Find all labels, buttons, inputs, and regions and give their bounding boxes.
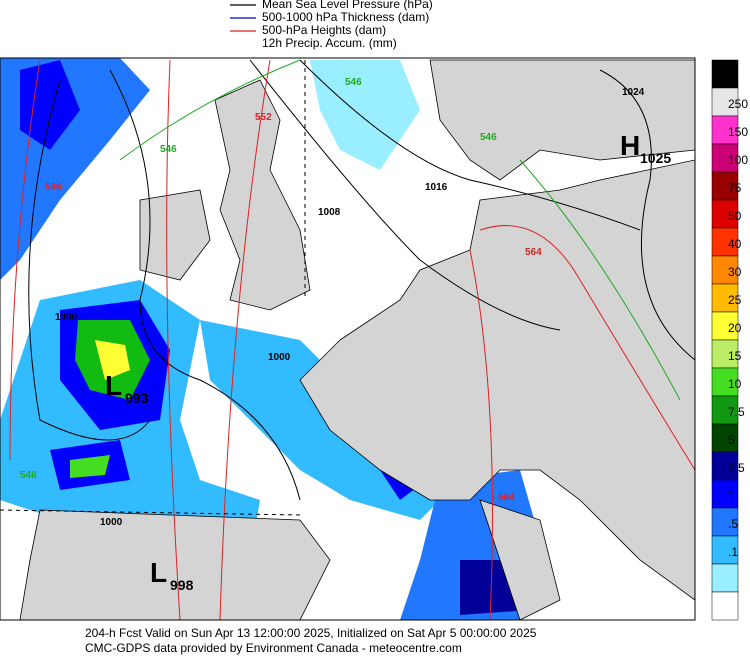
colorbar-label: 150 bbox=[728, 125, 748, 139]
colorbar: 250 150 100 75 50 40 30 25 20 15 10 7.5 5 2.5 1 .5 .1 bbox=[711, 59, 748, 621]
colorbar-swatch bbox=[711, 311, 739, 341]
thickness-label: 546 bbox=[20, 470, 37, 481]
legend-label: Mean Sea Level Pressure (hPa) bbox=[262, 0, 433, 11]
low-letter: L bbox=[150, 557, 167, 588]
precip bbox=[95, 340, 130, 380]
colorbar-swatch bbox=[711, 451, 739, 481]
thickness-label: 546 bbox=[160, 144, 177, 155]
legend-label: 500-hPa Heights (dam) bbox=[262, 23, 386, 37]
isobar-label: 1000 bbox=[100, 517, 123, 528]
low-letter: L bbox=[105, 370, 122, 401]
thickness-label: 546 bbox=[480, 132, 497, 143]
colorbar-label: .1 bbox=[728, 545, 738, 559]
isobar-label: 1000 bbox=[55, 312, 78, 323]
isobar-label: 1016 bbox=[425, 182, 448, 193]
colorbar-label: 5 bbox=[728, 433, 735, 447]
land bbox=[214, 79, 311, 311]
high-value: 1025 bbox=[640, 150, 671, 166]
colorbar-label: 50 bbox=[728, 209, 742, 223]
height-label: 564 bbox=[498, 492, 515, 503]
colorbar-swatch bbox=[711, 59, 739, 89]
colorbar-swatch bbox=[711, 199, 739, 229]
legend-label: 500-1000 hPa Thickness (dam) bbox=[262, 10, 429, 24]
date-line bbox=[0, 509, 301, 516]
footer-line: 204-h Fcst Valid on Sun Apr 13 12:00:00 … bbox=[85, 626, 537, 640]
contours bbox=[9, 59, 695, 620]
colorbar-label: 40 bbox=[728, 237, 742, 251]
colorbar-swatch bbox=[711, 171, 739, 201]
footer-line: CMC-GDPS data provided by Environment Ca… bbox=[85, 641, 462, 655]
colorbar-label: 15 bbox=[728, 349, 742, 363]
colorbar-swatch bbox=[711, 255, 739, 285]
isobar-label: 1000 bbox=[268, 352, 291, 363]
precip bbox=[20, 60, 80, 150]
colorbar-label: 10 bbox=[728, 377, 742, 391]
land bbox=[19, 509, 331, 620]
isobar-label: 1024 bbox=[622, 87, 645, 98]
colorbar-label: 2.5 bbox=[728, 461, 745, 475]
precip bbox=[310, 60, 420, 170]
colorbar-label: 25 bbox=[728, 293, 742, 307]
thickness-label: 546 bbox=[345, 77, 362, 88]
isobar-label: 1008 bbox=[318, 207, 341, 218]
height-label: 546 bbox=[45, 182, 62, 193]
colorbar-swatch bbox=[711, 395, 739, 425]
colorbar-label: 100 bbox=[728, 153, 748, 167]
land bbox=[139, 189, 211, 281]
map-frame bbox=[0, 57, 696, 621]
land bbox=[479, 499, 561, 620]
colorbar-swatch bbox=[711, 479, 739, 509]
low-value: 993 bbox=[125, 390, 149, 406]
colorbar-label: 250 bbox=[728, 97, 748, 111]
colorbar-label: 7.5 bbox=[728, 405, 745, 419]
colorbar-label: .5 bbox=[728, 517, 738, 531]
colorbar-swatch bbox=[711, 87, 739, 117]
high-letter: H bbox=[620, 130, 640, 161]
land bbox=[429, 59, 695, 181]
colorbar-label: 75 bbox=[728, 181, 742, 195]
height-label: 564 bbox=[525, 247, 542, 258]
colorbar-swatch bbox=[711, 563, 739, 593]
colorbar-swatch bbox=[711, 143, 739, 173]
colorbar-label: 1 bbox=[728, 489, 735, 503]
colorbar-swatch bbox=[711, 423, 739, 453]
colorbar-swatch bbox=[711, 591, 739, 621]
colorbar-swatch bbox=[711, 227, 739, 257]
legend: Mean Sea Level Pressure (hPa)500-1000 hP… bbox=[230, 0, 433, 50]
legend-label: 12h Precip. Accum. (mm) bbox=[262, 36, 397, 50]
colorbar-label: 30 bbox=[728, 265, 742, 279]
colorbar-swatch bbox=[711, 339, 739, 369]
colorbar-label: 20 bbox=[728, 321, 742, 335]
colorbar-swatch bbox=[711, 507, 739, 537]
height-label: 552 bbox=[255, 112, 272, 123]
low-value: 998 bbox=[170, 577, 194, 593]
precip bbox=[70, 455, 110, 478]
